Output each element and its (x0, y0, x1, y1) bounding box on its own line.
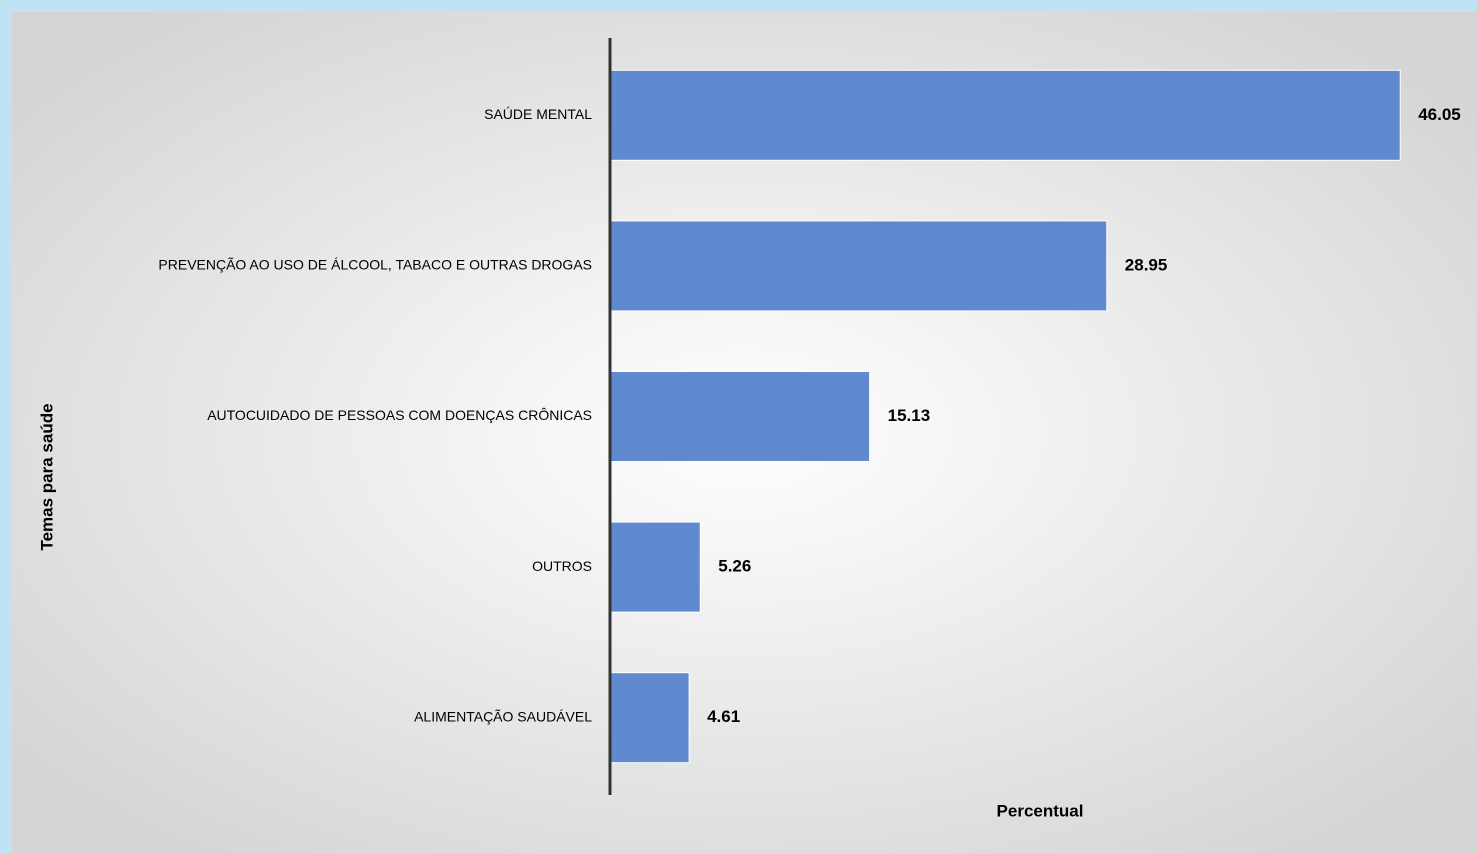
y-tick-label: SAÚDE MENTAL (484, 106, 592, 122)
y-axis-title: Temas para saúde (37, 403, 56, 550)
y-tick-label: ALIMENTAÇÃO SAUDÁVEL (414, 708, 592, 724)
data-label: 4.61 (707, 707, 740, 726)
y-tick-label: AUTOCUIDADO DE PESSOAS COM DOENÇAS CRÔNI… (207, 407, 592, 423)
data-label: 15.13 (888, 406, 931, 425)
x-axis-title: Percentual (997, 801, 1084, 820)
bar (609, 69, 1401, 161)
y-tick-label: PREVENÇÃO AO USO DE ÁLCOOL, TABACO E OUT… (158, 257, 592, 273)
y-tick-label: OUTROS (532, 558, 592, 574)
data-label: 46.05 (1418, 105, 1461, 124)
bar (609, 220, 1108, 312)
data-label: 28.95 (1125, 255, 1168, 274)
bar (609, 521, 701, 613)
bar (609, 371, 871, 462)
data-label: 5.26 (718, 557, 751, 576)
bar (609, 672, 690, 764)
